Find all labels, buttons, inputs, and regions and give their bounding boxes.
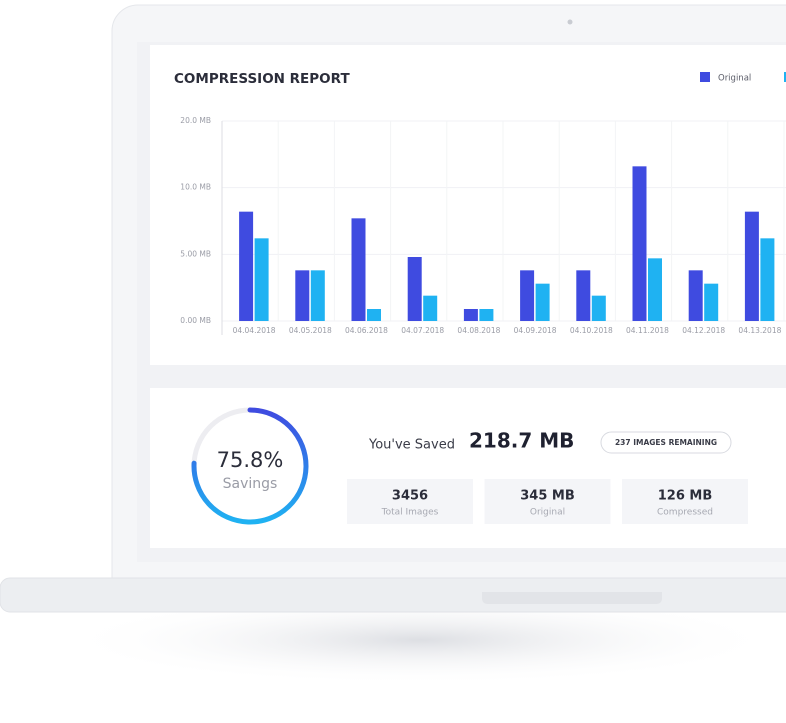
x-tick-label: 04.11.2018 (626, 326, 669, 335)
remaining-button-label[interactable]: 237 IMAGES REMAINING (615, 438, 717, 447)
x-tick-label: 04.10.2018 (570, 326, 613, 335)
x-tick-label: 04.09.2018 (514, 326, 557, 335)
stat-value: 126 MB (658, 489, 713, 504)
remaining-button[interactable] (600, 431, 732, 454)
bar (254, 238, 269, 321)
stat-tile (347, 479, 473, 524)
bar (688, 270, 703, 321)
savings-percent: 75.8% (217, 448, 284, 472)
savings-arc (191, 407, 309, 525)
bar (648, 258, 662, 321)
x-tick-label: 04.12.2018 (682, 326, 725, 335)
stat-label: Original (530, 508, 565, 518)
x-tick-label: 04.04.2018 (233, 326, 276, 335)
x-tick-label: 04.13.2018 (738, 326, 781, 335)
bar (591, 295, 606, 321)
legend-label: Original (718, 74, 751, 84)
bar (744, 211, 759, 321)
stat-tile (484, 479, 611, 524)
base-notch (482, 592, 662, 604)
stat-label: Compressed (657, 508, 713, 518)
legend-swatch (700, 72, 710, 82)
bar (423, 295, 438, 321)
bar (520, 270, 535, 321)
saved-amount: 218.7 MB (469, 429, 574, 453)
bar (367, 309, 381, 321)
x-tick-label: 04.05.2018 (289, 326, 332, 335)
x-tick-label: 04.06.2018 (345, 326, 388, 335)
camera (567, 19, 573, 25)
stat-value: 345 MB (520, 489, 575, 504)
stat-tile (622, 479, 748, 524)
stats: 3456 Total Images 345 MB Original 126 MB Comp… (347, 479, 748, 524)
bar (463, 309, 478, 321)
legend-swatch (784, 72, 786, 82)
y-tick-label: 10.0 MB (180, 183, 211, 192)
bar (351, 218, 366, 321)
y-tick-label: 5.00 MB (180, 249, 211, 258)
bar (407, 257, 422, 321)
bar (632, 166, 647, 321)
x-tick-label: 04.08.2018 (457, 326, 500, 335)
y-tick-label: 20.0 MB (180, 116, 211, 125)
stat-value: 3456 (392, 489, 428, 504)
x-tick-label: 04.07.2018 (401, 326, 444, 335)
shadow (60, 595, 780, 685)
y-tick-label: 0.00 MB (180, 316, 211, 325)
bar (704, 283, 719, 321)
laptop-base (0, 577, 786, 613)
bar (576, 270, 591, 321)
chart-title: COMPRESSION REPORT (174, 71, 350, 87)
bar (239, 211, 254, 321)
saved-label: You've Saved (368, 438, 455, 453)
chart: 0.00 MB 5.00 MB 10.0 MB 20.0 MB 04.04.2018 04… (180, 72, 786, 335)
bar (295, 270, 310, 321)
bar (535, 283, 550, 321)
bar (479, 309, 494, 321)
stat-label: Total Images (381, 508, 439, 518)
savings-caption: Savings (223, 476, 278, 492)
bar (760, 238, 775, 321)
bar (310, 270, 325, 321)
